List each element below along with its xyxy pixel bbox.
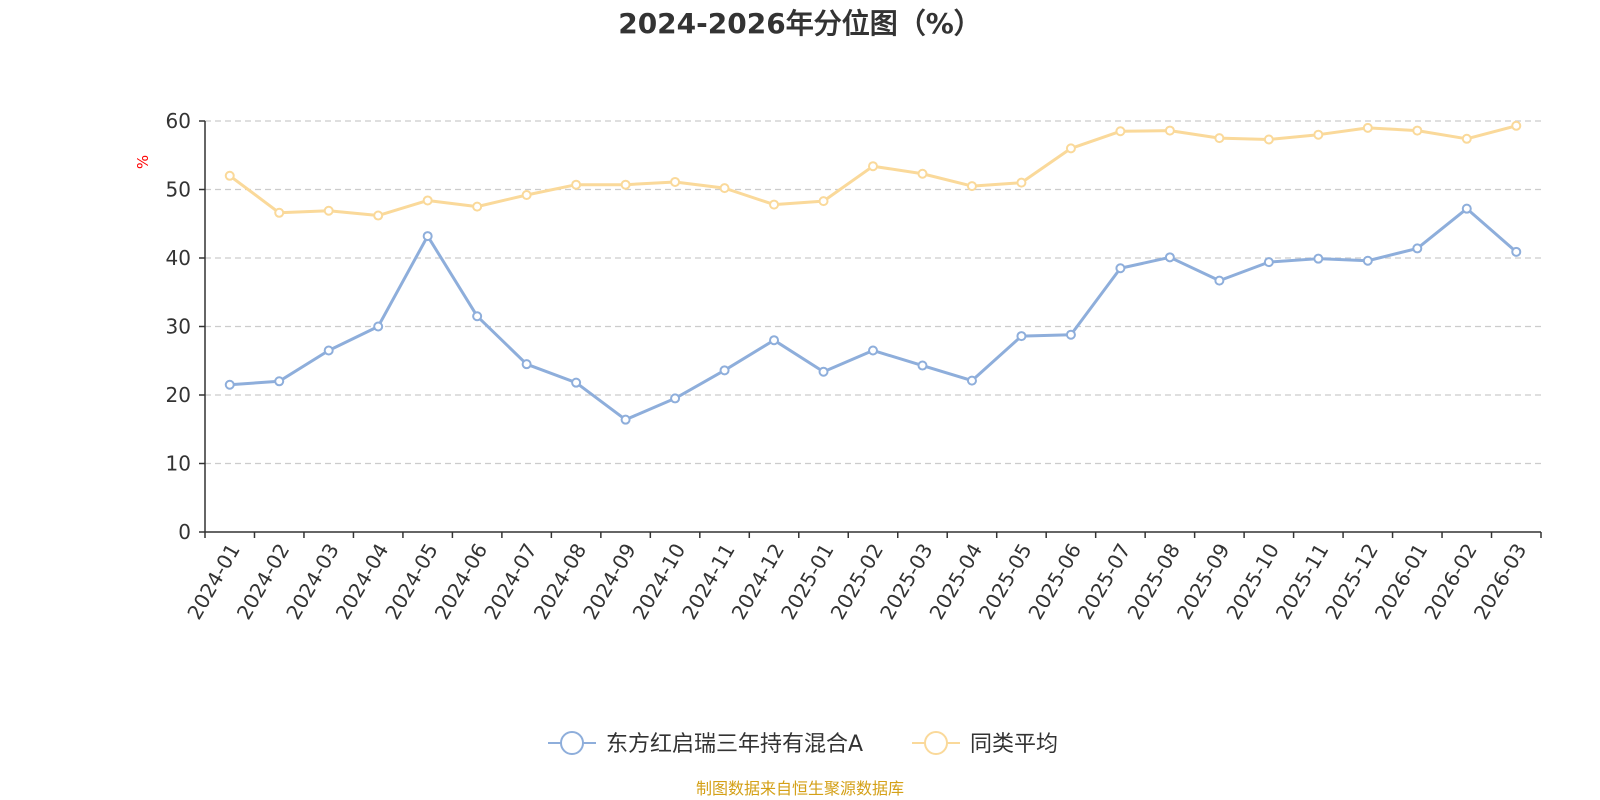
data-point[interactable]: [670, 393, 681, 404]
data-point[interactable]: [1115, 263, 1126, 274]
y-tick-label: 10: [166, 452, 191, 476]
x-tick-labels: 2024-012024-022024-032024-042024-052024-…: [182, 539, 1531, 623]
data-point[interactable]: [224, 170, 235, 181]
data-point[interactable]: [719, 365, 730, 376]
data-point[interactable]: [818, 366, 829, 377]
data-point[interactable]: [1263, 257, 1274, 268]
data-point[interactable]: [818, 196, 829, 207]
data-point[interactable]: [1016, 331, 1027, 342]
data-point[interactable]: [620, 179, 631, 190]
series-category-average: [224, 120, 1522, 221]
y-tick-label: 50: [166, 178, 191, 202]
data-point[interactable]: [1511, 246, 1522, 257]
data-point[interactable]: [224, 379, 235, 390]
data-point[interactable]: [323, 345, 334, 356]
legend-label: 东方红启瑞三年持有混合A: [606, 732, 863, 757]
axes: [199, 120, 1542, 538]
data-point[interactable]: [571, 179, 582, 190]
data-point[interactable]: [966, 181, 977, 192]
grid-lines: [205, 120, 1541, 465]
y-tick-label: 60: [166, 109, 191, 133]
legend-marker-icon: [560, 731, 584, 755]
data-point[interactable]: [373, 321, 384, 332]
source-note: 制图数据来自恒生聚源数据库: [696, 779, 904, 798]
y-tick-labels: 0 10 20 30 40 50 60: [166, 109, 191, 544]
data-point[interactable]: [1461, 133, 1472, 144]
data-point[interactable]: [1065, 329, 1076, 340]
data-point[interactable]: [1313, 129, 1324, 140]
data-point[interactable]: [472, 311, 483, 322]
data-point[interactable]: [1461, 203, 1472, 214]
data-point[interactable]: [1164, 125, 1175, 136]
data-point[interactable]: [521, 359, 532, 370]
legend-label: 同类平均: [970, 732, 1058, 757]
data-point[interactable]: [868, 345, 878, 356]
data-point[interactable]: [1263, 134, 1274, 145]
series-lines: [224, 120, 1522, 425]
data-point[interactable]: [670, 176, 681, 187]
legend-item-category-average[interactable]: 同类平均: [912, 731, 1058, 757]
y-tick-label: 30: [166, 315, 191, 339]
data-point[interactable]: [1214, 133, 1225, 144]
legend-marker-icon: [924, 731, 948, 755]
data-point[interactable]: [1016, 177, 1027, 188]
data-point[interactable]: [571, 377, 582, 388]
y-tick-label: 40: [166, 246, 191, 270]
data-point[interactable]: [1412, 243, 1423, 254]
data-point[interactable]: [868, 161, 878, 172]
data-point[interactable]: [917, 168, 928, 179]
legend-item-fund[interactable]: 东方红启瑞三年持有混合A: [548, 731, 863, 757]
data-point[interactable]: [1362, 122, 1373, 133]
data-point[interactable]: [1412, 125, 1423, 136]
data-point[interactable]: [422, 231, 433, 242]
data-point[interactable]: [521, 189, 532, 200]
y-tick-label: 20: [166, 383, 191, 407]
data-point[interactable]: [620, 414, 631, 425]
data-point[interactable]: [719, 183, 730, 194]
data-point[interactable]: [769, 335, 780, 346]
data-point[interactable]: [1313, 253, 1324, 264]
data-point[interactable]: [1115, 126, 1126, 137]
data-point[interactable]: [373, 210, 384, 221]
chart-title: 2024-2026年分位图（%）: [618, 7, 982, 40]
y-tick-label: 0: [178, 520, 191, 544]
data-point[interactable]: [966, 375, 977, 386]
data-point[interactable]: [323, 205, 334, 216]
data-point[interactable]: [1164, 252, 1175, 263]
data-point[interactable]: [472, 201, 483, 212]
data-point[interactable]: [1214, 275, 1225, 286]
series-line: [229, 207, 1518, 422]
data-point[interactable]: [274, 207, 285, 218]
data-point[interactable]: [917, 360, 928, 371]
data-point[interactable]: [274, 376, 285, 387]
data-point[interactable]: [422, 195, 433, 206]
data-point[interactable]: [1511, 120, 1522, 131]
legend[interactable]: 东方红启瑞三年持有混合A 同类平均: [548, 731, 1058, 757]
y-axis-unit-label: %: [134, 155, 152, 169]
data-point[interactable]: [1065, 143, 1076, 154]
data-point[interactable]: [1362, 255, 1373, 266]
data-point[interactable]: [769, 199, 780, 210]
series-fund: [224, 203, 1522, 425]
